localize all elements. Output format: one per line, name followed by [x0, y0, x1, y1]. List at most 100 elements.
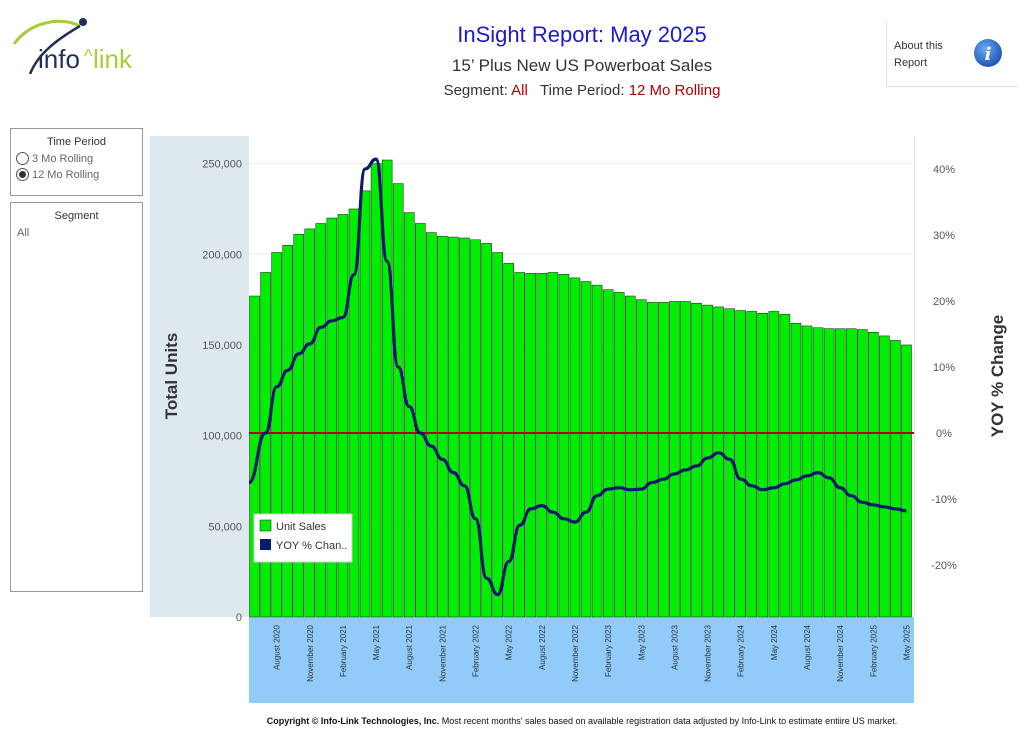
- bar-unit-sales[interactable]: [249, 295, 260, 618]
- bar-unit-sales[interactable]: [636, 299, 647, 618]
- bar-unit-sales[interactable]: [426, 232, 437, 618]
- x-tick-label: February 2023: [604, 624, 613, 677]
- bar-unit-sales[interactable]: [580, 281, 592, 618]
- radio-label: 12 Mo Rolling: [32, 168, 100, 181]
- about-line-1: About this: [894, 40, 943, 52]
- info-icon[interactable]: i: [973, 38, 1003, 68]
- bar-unit-sales[interactable]: [415, 223, 426, 618]
- yoy-change-line[interactable]: [248, 157, 907, 597]
- y-tick-right: 30%: [933, 230, 955, 242]
- bar-unit-sales[interactable]: [448, 236, 459, 618]
- bar-unit-sales[interactable]: [602, 289, 614, 618]
- x-tick-label: August 2022: [538, 624, 547, 669]
- bar-unit-sales[interactable]: [713, 306, 724, 618]
- x-tick-label: May 2023: [637, 624, 646, 660]
- footer: Copyright © Info-Link Technologies, Inc.…: [0, 716, 1024, 726]
- bar-unit-sales[interactable]: [790, 322, 802, 618]
- bar-unit-sales[interactable]: [823, 328, 835, 618]
- y-tick-right: 10%: [933, 362, 955, 374]
- bar-unit-sales[interactable]: [271, 252, 282, 618]
- svg-text:info: info: [38, 44, 80, 74]
- bar-unit-sales[interactable]: [315, 223, 327, 618]
- bar-unit-sales[interactable]: [359, 190, 371, 618]
- bar-unit-sales[interactable]: [514, 272, 526, 618]
- bar-unit-sales[interactable]: [304, 228, 316, 618]
- y-tick-right: 0%: [936, 428, 952, 440]
- bar-unit-sales[interactable]: [348, 208, 360, 618]
- bar-unit-sales[interactable]: [547, 272, 559, 618]
- info-link-logo[interactable]: info link ^: [10, 14, 150, 75]
- bar-unit-sales[interactable]: [857, 329, 868, 618]
- radio-button[interactable]: [16, 152, 29, 165]
- bar-unit-sales[interactable]: [868, 332, 879, 618]
- y-tick-right: 40%: [933, 164, 955, 176]
- bar-unit-sales[interactable]: [492, 252, 503, 618]
- bar-unit-sales[interactable]: [746, 311, 758, 618]
- bar-unit-sales[interactable]: [525, 273, 537, 618]
- y-tick-right: -10%: [931, 494, 957, 506]
- legend-swatch-unit-sales: [259, 519, 272, 532]
- bar-unit-sales[interactable]: [381, 159, 393, 618]
- radio-12mo-rolling[interactable]: 12 Mo Rolling: [16, 168, 99, 181]
- bar-unit-sales[interactable]: [680, 301, 691, 618]
- bar-unit-sales[interactable]: [768, 311, 780, 618]
- bar-unit-sales[interactable]: [845, 328, 857, 618]
- x-tick-label: May 2021: [372, 624, 381, 660]
- bar-unit-sales[interactable]: [779, 313, 791, 618]
- bar-unit-sales[interactable]: [735, 310, 747, 618]
- bar-unit-sales[interactable]: [459, 237, 470, 618]
- bar-unit-sales[interactable]: [757, 312, 769, 618]
- legend[interactable]: Unit Sales YOY % Chan..: [253, 513, 353, 563]
- x-tick-label: August 2024: [803, 624, 812, 669]
- bar-unit-sales[interactable]: [691, 303, 702, 618]
- bar-unit-sales[interactable]: [503, 263, 514, 618]
- segment-option-all[interactable]: All: [17, 227, 30, 239]
- bar-unit-sales[interactable]: [282, 244, 293, 618]
- time-period-filter: Time Period 3 Mo Rolling 12 Mo Rolling: [10, 128, 143, 196]
- footer-note: Most recent months' sales based on avail…: [439, 716, 898, 726]
- bar-unit-sales[interactable]: [569, 277, 581, 618]
- bar-unit-sales[interactable]: [370, 163, 382, 618]
- segment-value: All: [511, 82, 528, 99]
- radio-button-selected[interactable]: [16, 168, 29, 181]
- bar-unit-sales[interactable]: [669, 301, 680, 618]
- bar-unit-sales[interactable]: [392, 183, 404, 618]
- bar-unit-sales[interactable]: [879, 335, 890, 618]
- y-tick-left: 50,000: [208, 521, 242, 533]
- bar-unit-sales[interactable]: [901, 344, 912, 618]
- bar-unit-sales[interactable]: [337, 214, 349, 618]
- bar-unit-sales[interactable]: [558, 274, 570, 618]
- bar-unit-sales[interactable]: [437, 235, 448, 618]
- bar-unit-sales[interactable]: [260, 272, 271, 618]
- report-title: InSight Report: May 2025: [457, 22, 707, 47]
- segment-filter[interactable]: Segment All: [10, 202, 143, 592]
- bar-unit-sales[interactable]: [326, 217, 338, 618]
- x-tick-label: February 2025: [869, 624, 878, 677]
- legend-label-unit-sales: Unit Sales: [276, 521, 327, 533]
- bar-unit-sales[interactable]: [834, 328, 846, 618]
- y-tick-left: 200,000: [202, 249, 242, 261]
- bar-unit-sales[interactable]: [613, 292, 625, 618]
- bar-unit-sales[interactable]: [591, 284, 603, 618]
- bar-unit-sales[interactable]: [890, 340, 901, 618]
- bar-unit-sales[interactable]: [481, 243, 492, 618]
- radio-3mo-rolling[interactable]: 3 Mo Rolling: [16, 152, 93, 165]
- x-tick-label: November 2020: [306, 624, 315, 681]
- x-tick-label: November 2024: [836, 624, 845, 681]
- bar-unit-sales[interactable]: [624, 295, 636, 618]
- bar-unit-sales[interactable]: [293, 234, 305, 618]
- x-tick-label: February 2021: [339, 624, 348, 677]
- bar-unit-sales[interactable]: [470, 239, 481, 618]
- period-value: 12 Mo Rolling: [628, 82, 721, 99]
- bar-unit-sales[interactable]: [647, 302, 658, 618]
- bar-unit-sales[interactable]: [658, 302, 669, 618]
- y-tick-left: 150,000: [202, 340, 242, 352]
- x-tick-label: November 2021: [438, 624, 447, 681]
- report-filters-summary: Segment: All Time Period: 12 Mo Rolling: [0, 82, 1024, 99]
- bar-unit-sales[interactable]: [801, 325, 813, 618]
- about-report-button[interactable]: About this Report i: [886, 20, 1017, 87]
- svg-text:^: ^: [84, 46, 93, 66]
- x-tick-label: May 2024: [770, 624, 779, 660]
- bar-unit-sales[interactable]: [536, 273, 548, 618]
- legend-label-yoy: YOY % Chan..: [276, 540, 347, 552]
